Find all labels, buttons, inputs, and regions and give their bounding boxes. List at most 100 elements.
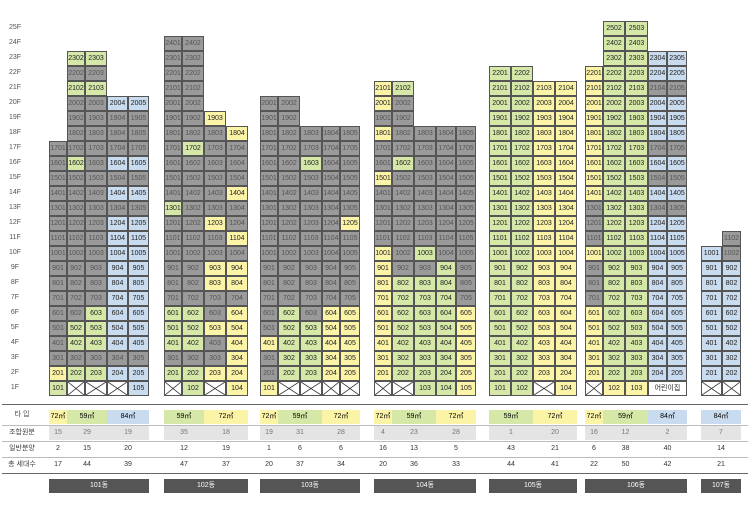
- unit-cell: 1605: [456, 156, 476, 171]
- unit-cell: 1301: [49, 201, 67, 216]
- unit-cell: 1202: [67, 216, 85, 231]
- unit-type-header: 59㎡: [489, 410, 533, 424]
- summary-total-value: 22: [590, 461, 598, 468]
- unit-cell: 302: [67, 351, 85, 366]
- unit-cell: 402: [392, 336, 414, 351]
- unit-cell: 702: [722, 291, 741, 306]
- unit-cell: 1004: [107, 246, 128, 261]
- unit-cell: 905: [456, 261, 476, 276]
- unit-cell: 1701: [260, 141, 278, 156]
- unit-cell: [85, 381, 107, 396]
- unit-cell: 1703: [300, 141, 322, 156]
- unit-cell: 503: [300, 321, 322, 336]
- unit-cell: 603: [204, 306, 226, 321]
- unit-cell: 1602: [278, 156, 300, 171]
- unit-cell: 1801: [374, 126, 392, 141]
- unit-cell: 203: [204, 366, 226, 381]
- unit-cell: 1804: [107, 126, 128, 141]
- unit-cell: 1402: [392, 186, 414, 201]
- unit-cell: 1003: [300, 246, 322, 261]
- unit-cell: 1001: [585, 246, 603, 261]
- building-label: 106동: [585, 479, 687, 493]
- unit-cell: 1105: [456, 231, 476, 246]
- unit-cell: [701, 381, 722, 396]
- unit-cell: 1004: [555, 246, 577, 261]
- summary-row-label: 조합원분: [9, 429, 35, 436]
- unit-cell: 405: [456, 336, 476, 351]
- unit-cell: 304: [436, 351, 456, 366]
- unit-cell: 1501: [585, 171, 603, 186]
- unit-cell: 105: [128, 381, 149, 396]
- unit-cell: 903: [300, 261, 322, 276]
- summary-total-value: 42: [663, 461, 672, 468]
- unit-cell: 104: [436, 381, 456, 396]
- unit-cell: 1805: [456, 126, 476, 141]
- unit-cell: 1104: [555, 231, 577, 246]
- unit-cell: 2001: [585, 96, 603, 111]
- unit-type-header: 59㎡: [392, 410, 436, 424]
- unit-cell: 2302: [182, 51, 204, 66]
- unit-cell: 504: [555, 321, 577, 336]
- unit-cell: [107, 381, 128, 396]
- unit-cell: 1601: [260, 156, 278, 171]
- unit-cell: 2002: [392, 96, 414, 111]
- unit-cell: 1503: [625, 171, 648, 186]
- unit-cell: 1803: [85, 126, 107, 141]
- unit-cell: 1801: [489, 126, 511, 141]
- unit-cell: 1704: [322, 141, 340, 156]
- unit-cell: 1702: [392, 141, 414, 156]
- unit-cell: 1001: [49, 246, 67, 261]
- unit-cell: 1901: [260, 111, 278, 126]
- unit-cell: 502: [392, 321, 414, 336]
- unit-cell: 2204: [648, 66, 667, 81]
- unit-cell: 805: [456, 276, 476, 291]
- unit-cell: 1205: [667, 216, 687, 231]
- unit-cell: 804: [648, 276, 667, 291]
- unit-cell: 404: [226, 336, 248, 351]
- summary-total-value: 36: [410, 461, 418, 468]
- floor-label: 1F: [10, 384, 20, 391]
- unit-cell: 1804: [322, 126, 340, 141]
- summary-general-value: 14: [717, 445, 725, 452]
- unit-cell: 603: [533, 306, 555, 321]
- unit-cell: 305: [340, 351, 360, 366]
- unit-cell: 1404: [648, 186, 667, 201]
- unit-type-header: 72㎡: [260, 410, 278, 424]
- unit-cell: 2105: [667, 81, 687, 96]
- unit-cell: 703: [414, 291, 436, 306]
- unit-cell: 1204: [107, 216, 128, 231]
- unit-cell: 1902: [278, 111, 300, 126]
- unit-cell: 1001: [701, 246, 722, 261]
- unit-cell: 804: [226, 276, 248, 291]
- unit-cell: 2004: [555, 96, 577, 111]
- unit-cell: 103: [414, 381, 436, 396]
- unit-cell: 1002: [722, 246, 741, 261]
- unit-cell: 2201: [164, 66, 182, 81]
- unit-cell: 502: [278, 321, 300, 336]
- summary-members-value: 19: [260, 426, 278, 440]
- unit-type-header: 72㎡: [374, 410, 392, 424]
- unit-cell: 1201: [49, 216, 67, 231]
- unit-cell: 1004: [226, 246, 248, 261]
- unit-cell: 904: [555, 261, 577, 276]
- unit-cell: 603: [85, 306, 107, 321]
- unit-cell: 1803: [414, 126, 436, 141]
- unit-cell: 1302: [278, 201, 300, 216]
- floor-label: 20F: [8, 99, 22, 106]
- unit-cell: 1304: [555, 201, 577, 216]
- unit-cell: 203: [414, 366, 436, 381]
- building-label: 107동: [701, 479, 741, 493]
- unit-cell: 2202: [67, 66, 85, 81]
- unit-cell: 1302: [67, 201, 85, 216]
- unit-cell: 1904: [648, 111, 667, 126]
- summary-general-value: 5: [454, 445, 458, 452]
- unit-cell: 301: [585, 351, 603, 366]
- unit-cell: 1503: [300, 171, 322, 186]
- unit-cell: 1402: [511, 186, 533, 201]
- unit-cell: 1104: [648, 231, 667, 246]
- floor-label: 22F: [8, 69, 22, 76]
- unit-cell: 104: [555, 381, 577, 396]
- unit-cell: 1604: [107, 156, 128, 171]
- unit-cell: 801: [701, 276, 722, 291]
- unit-cell: 601: [585, 306, 603, 321]
